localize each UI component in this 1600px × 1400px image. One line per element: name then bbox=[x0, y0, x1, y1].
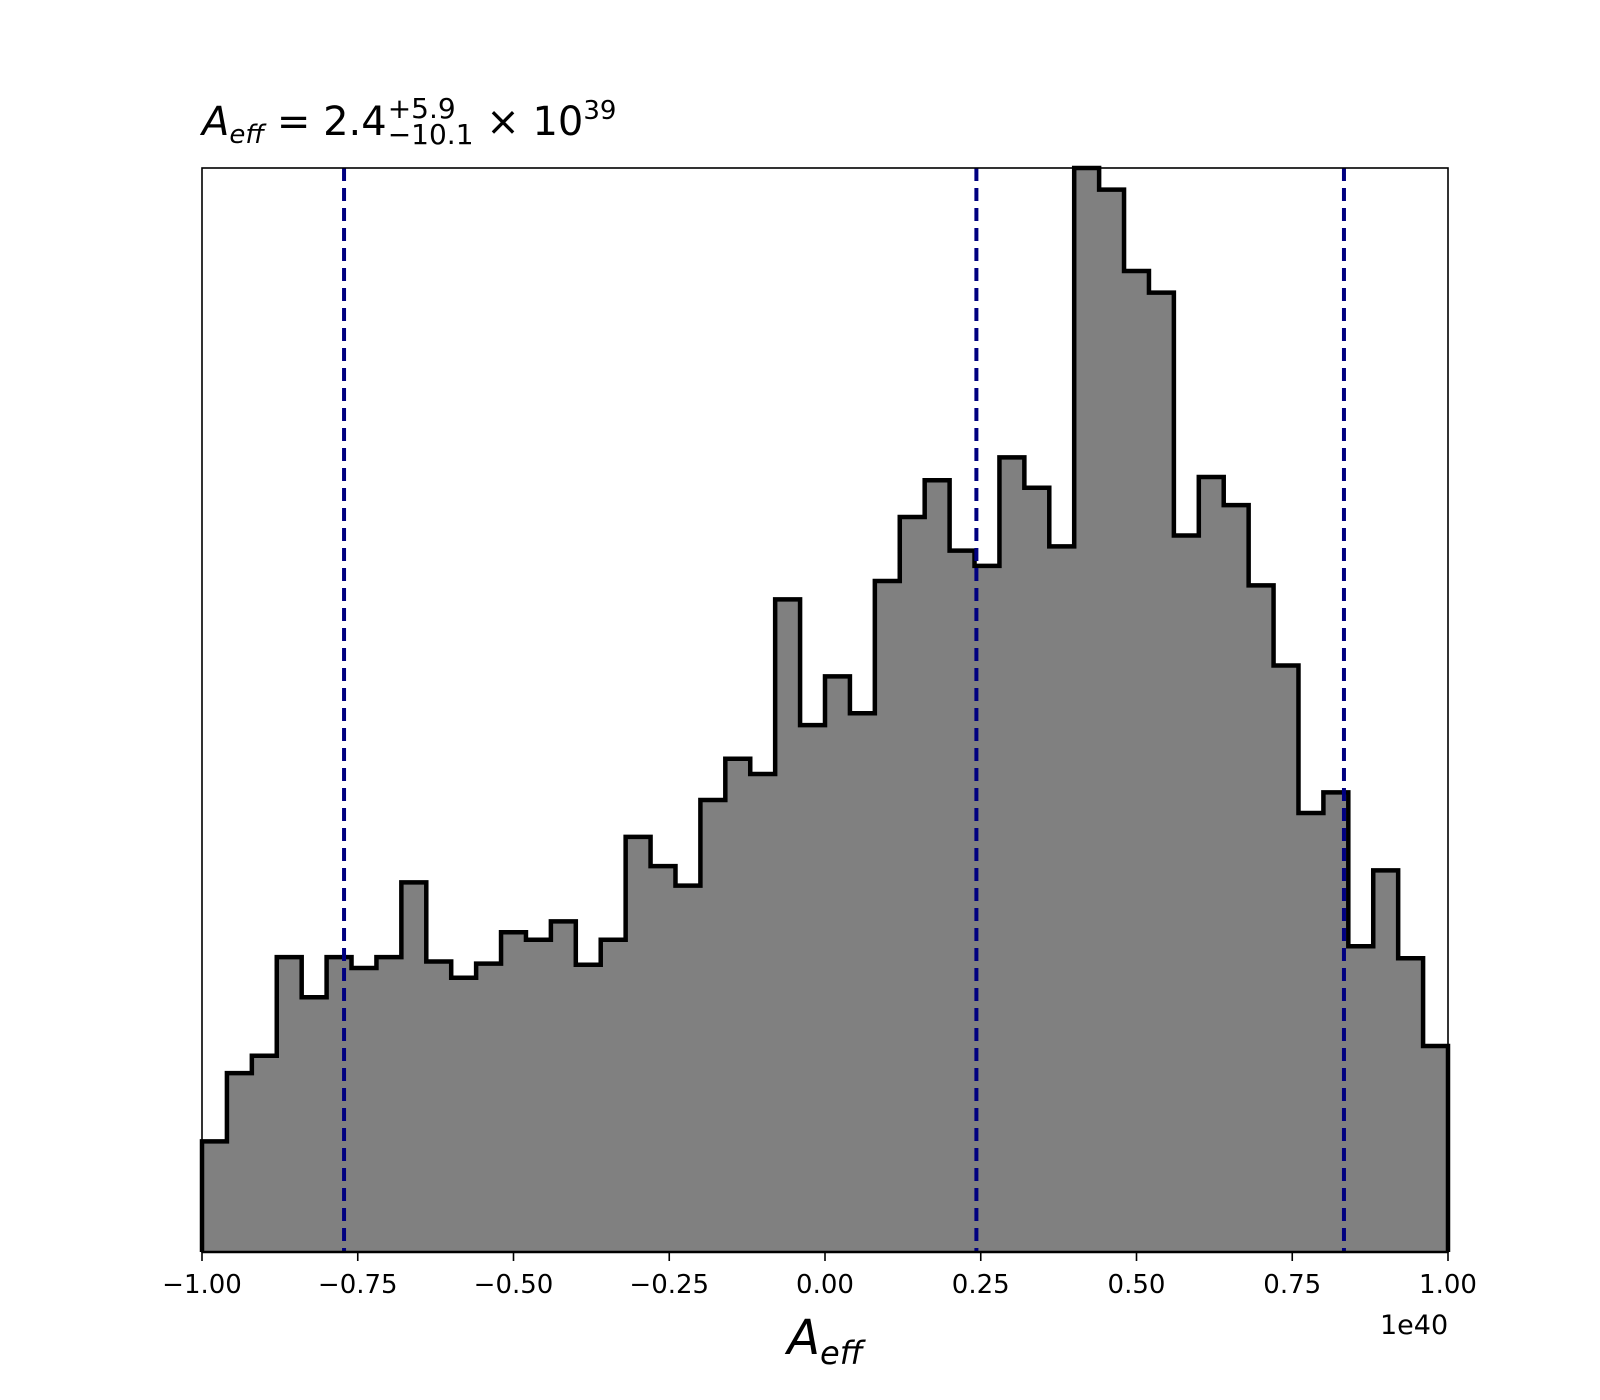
histogram-bar bbox=[924, 480, 951, 1252]
histogram-bar bbox=[825, 676, 851, 1252]
histogram-bar bbox=[426, 961, 452, 1252]
histogram-bar bbox=[351, 967, 378, 1252]
x-tick-label: −0.25 bbox=[629, 1270, 709, 1300]
x-axis-label: Aeff bbox=[787, 1310, 863, 1372]
x-tick-label: −0.50 bbox=[474, 1270, 554, 1300]
histogram-bar bbox=[501, 932, 527, 1252]
chart-title: Aeff = 2.4 +5.9 −10.1 × 1039 bbox=[202, 92, 617, 151]
histogram-bar bbox=[1099, 189, 1125, 1253]
histogram-bar bbox=[750, 773, 776, 1252]
histogram-bar bbox=[725, 758, 751, 1252]
histogram-bar bbox=[401, 882, 427, 1252]
histogram-bar bbox=[874, 581, 901, 1252]
histogram-bar bbox=[800, 725, 826, 1252]
histogram-bar bbox=[775, 599, 801, 1252]
histogram-bar bbox=[899, 517, 926, 1252]
histogram-bar bbox=[650, 866, 677, 1252]
histogram-bar bbox=[326, 957, 353, 1252]
x-tick-label: −1.00 bbox=[162, 1270, 242, 1300]
histogram-bar bbox=[1173, 535, 1200, 1252]
histogram-bar bbox=[276, 957, 303, 1252]
histogram-bar bbox=[525, 939, 552, 1252]
x-tick-label: 0.00 bbox=[796, 1270, 854, 1300]
title-value: = 2.4 bbox=[276, 99, 387, 145]
histogram-bar bbox=[1124, 270, 1150, 1253]
histogram-bar bbox=[451, 977, 477, 1252]
histogram-bar bbox=[1398, 958, 1424, 1252]
x-tick-label: 0.50 bbox=[1108, 1270, 1166, 1300]
x-axis-ticks: −1.00 −0.75 −0.50 −0.25 0.00 0.25 0.50 0.75 1.00 bbox=[162, 1252, 1477, 1300]
histogram-bar bbox=[1373, 870, 1399, 1252]
x-tick-label: 0.25 bbox=[952, 1270, 1010, 1300]
title-exponent: 39 bbox=[583, 96, 617, 126]
histogram-bar bbox=[675, 885, 701, 1252]
histogram-bar bbox=[1223, 505, 1250, 1252]
histogram-bar bbox=[476, 963, 502, 1252]
histogram-bar bbox=[1198, 476, 1225, 1252]
title-variable: Aeff bbox=[202, 99, 265, 150]
histogram-bar bbox=[600, 939, 627, 1252]
histogram-bar bbox=[1298, 812, 1324, 1252]
histogram-bar bbox=[1148, 292, 1175, 1252]
title-error-bounds: +5.9 −10.1 bbox=[387, 92, 474, 151]
title-upper-error: +5.9 bbox=[387, 92, 456, 125]
x-tick-label: −0.75 bbox=[318, 1270, 398, 1300]
histogram-bar bbox=[1049, 546, 1075, 1252]
histogram-bar bbox=[550, 921, 577, 1252]
x-axis-offset-label: 1e40 bbox=[1380, 1310, 1449, 1341]
x-tick-label: 0.75 bbox=[1263, 1270, 1321, 1300]
histogram-bar bbox=[301, 997, 328, 1252]
histogram-bar bbox=[1323, 792, 1349, 1252]
histogram-bar bbox=[625, 836, 652, 1252]
title-multiplier: × 10 bbox=[486, 99, 584, 145]
histogram-bar bbox=[202, 1141, 228, 1252]
histogram-bar bbox=[999, 457, 1025, 1253]
histogram-bar bbox=[376, 957, 402, 1252]
histogram-bar bbox=[974, 565, 1001, 1252]
histogram-bar bbox=[949, 550, 976, 1252]
title-lower-error: −10.1 bbox=[387, 118, 474, 151]
histogram-bar bbox=[251, 1055, 278, 1252]
histogram-bar bbox=[1273, 665, 1300, 1252]
histogram-outline bbox=[199, 165, 1451, 1252]
plot-area bbox=[199, 165, 1451, 1254]
x-tick-label: 1.00 bbox=[1419, 1270, 1477, 1300]
histogram-bar bbox=[226, 1073, 253, 1252]
histogram-bar bbox=[700, 799, 726, 1252]
histogram-bar bbox=[575, 964, 602, 1252]
histogram-bar bbox=[1348, 946, 1374, 1252]
histogram-bar bbox=[1024, 487, 1050, 1252]
histogram-bar bbox=[1248, 585, 1275, 1252]
histogram-bar bbox=[1423, 1046, 1449, 1252]
histogram-bar bbox=[849, 713, 876, 1252]
histogram-bar bbox=[1074, 168, 1100, 1252]
